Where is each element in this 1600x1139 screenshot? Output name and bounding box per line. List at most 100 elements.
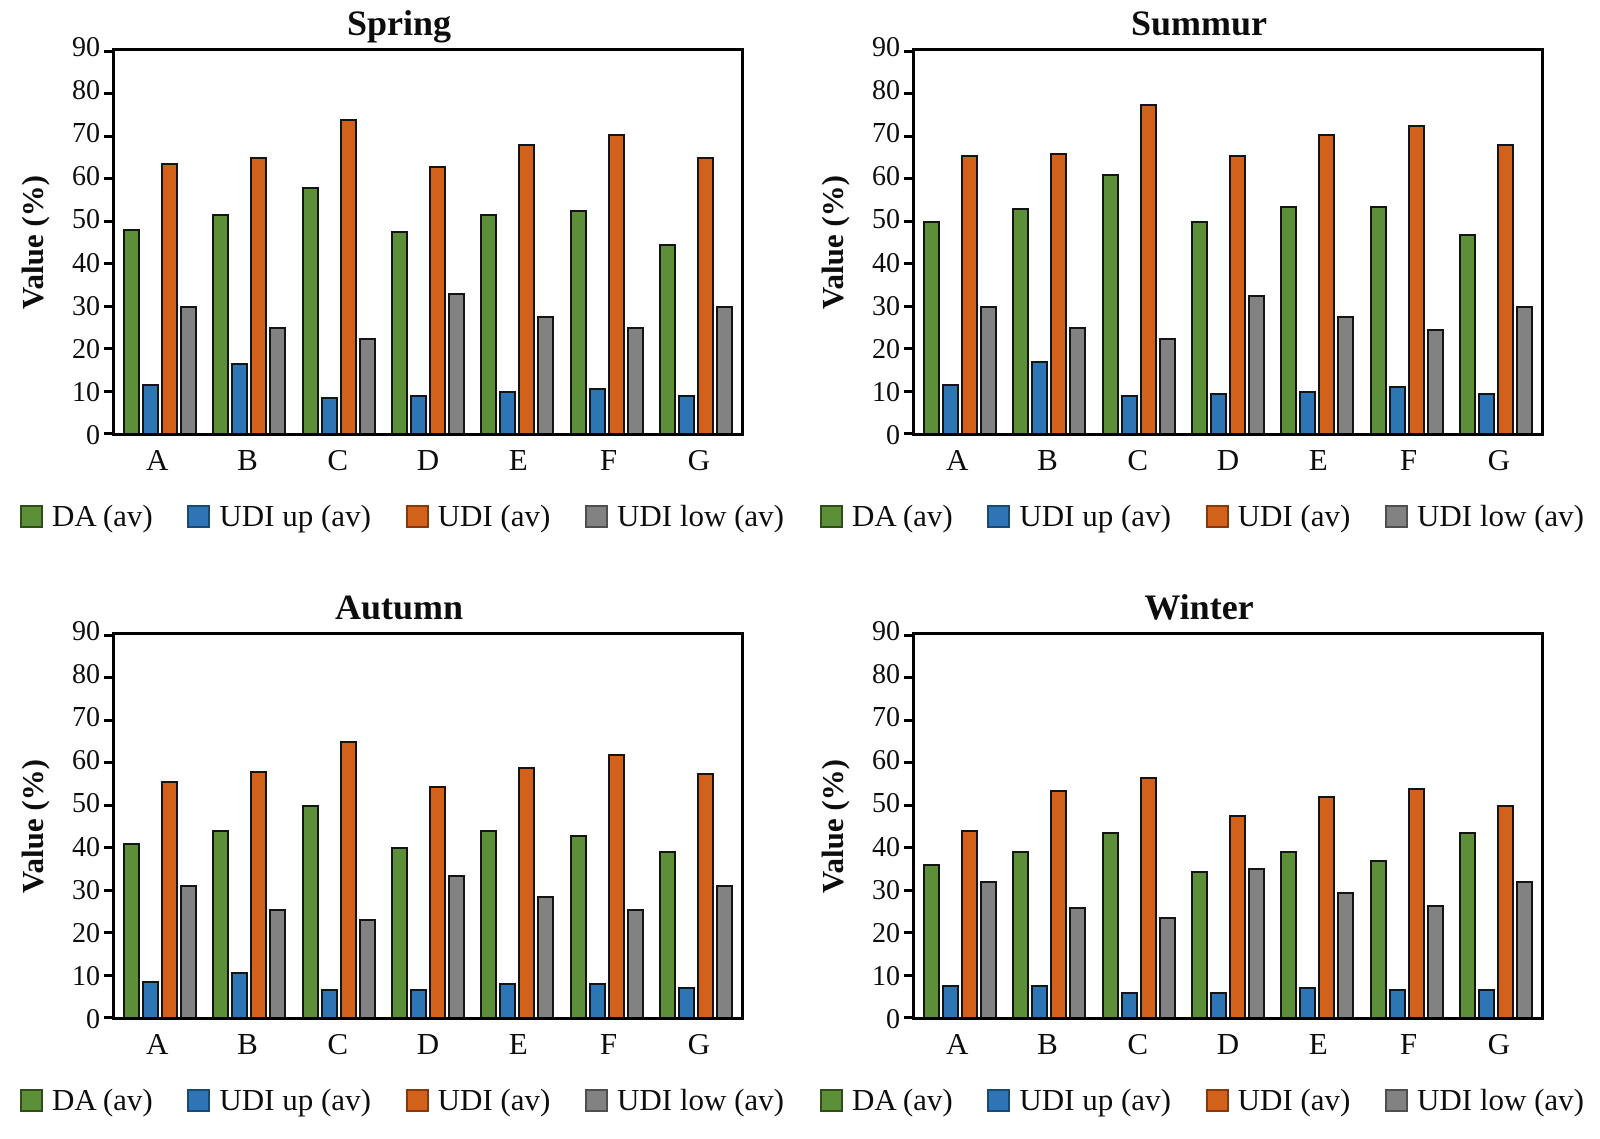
y-tick-mark — [104, 676, 115, 680]
legend-label: DA (av) — [852, 498, 953, 533]
bar-da-av-c — [301, 186, 319, 433]
legend-swatch-udi-low-av — [584, 504, 608, 528]
legend-swatch-udi-av — [405, 504, 429, 528]
legend-label: UDI up (av) — [1019, 498, 1171, 533]
y-tick-label: 20 — [872, 917, 900, 949]
y-tick-mark — [104, 347, 115, 351]
chart-title: Spring — [346, 3, 452, 43]
y-tick-label: 30 — [872, 874, 900, 906]
bar-group-f — [562, 635, 651, 1017]
bar-udi-up-av-c — [1120, 991, 1138, 1017]
y-tick-mark — [904, 634, 915, 637]
legend-item-da-av: DA (av) — [820, 1082, 953, 1118]
y-tick-mark — [904, 931, 915, 935]
x-label-e: E — [508, 442, 528, 477]
y-tick-label: 60 — [72, 745, 100, 777]
y-tick-label: 80 — [872, 75, 900, 107]
x-label-d: D — [1216, 1026, 1240, 1061]
legend-item-udi-av: UDI (av) — [405, 498, 551, 534]
bar-udi-av-g — [697, 157, 715, 433]
bar-group-e — [473, 635, 562, 1017]
bar-group-f — [1362, 635, 1451, 1017]
y-tick-mark — [904, 134, 915, 138]
x-label-e: E — [508, 1026, 528, 1061]
bar-group-e — [473, 51, 562, 433]
bar-group-d — [1183, 51, 1272, 433]
y-tick-label: 30 — [872, 290, 900, 322]
bar-udi-av-b — [1050, 789, 1068, 1017]
y-axis-ticks: 0 10 20 30 40 50 60 70 80 90 — [856, 618, 912, 1034]
bar-group-a — [115, 635, 204, 1017]
y-tick-label: 50 — [72, 204, 100, 236]
bar-udi-av-b — [250, 770, 268, 1017]
bar-udi-low-av-b — [1069, 326, 1087, 433]
x-label-d: D — [416, 1026, 440, 1061]
bar-da-av-b — [212, 214, 230, 433]
legend-item-udi-up-av: UDI up (av) — [187, 498, 371, 534]
bar-da-av-d — [1190, 220, 1208, 433]
bar-udi-low-av-g — [716, 885, 734, 1017]
y-axis-label-column: Value (%) — [810, 632, 856, 1020]
legend-item-da-av: DA (av) — [20, 1082, 153, 1118]
bar-group-b — [1004, 51, 1093, 433]
y-tick-label: 30 — [72, 874, 100, 906]
legend-item-udi-up-av: UDI up (av) — [987, 1082, 1171, 1118]
bar-group-e — [1273, 51, 1362, 433]
y-tick-label: 80 — [72, 659, 100, 691]
bar-udi-up-av-f — [588, 388, 606, 433]
legend-swatch-da-av — [20, 1088, 43, 1112]
bar-udi-up-av-b — [231, 972, 249, 1017]
bar-udi-av-d — [1228, 155, 1246, 433]
bar-group-c — [1094, 635, 1183, 1017]
x-label-g: G — [687, 1026, 711, 1061]
bar-da-av-d — [1190, 870, 1208, 1017]
bar-udi-low-av-b — [269, 326, 287, 433]
plot-area — [104, 48, 744, 436]
bar-group-a — [915, 635, 1004, 1017]
y-tick-mark — [104, 262, 115, 266]
bar-udi-low-av-b — [1069, 906, 1087, 1017]
legend-label: UDI (av) — [437, 498, 551, 533]
bar-da-av-f — [1369, 205, 1387, 433]
x-label-b: B — [237, 442, 258, 477]
chart-winter: Winter Value (%) 0 10 20 30 40 50 60 70 80 90 A B C… — [800, 570, 1600, 1139]
y-tick-mark — [904, 718, 915, 722]
legend-item-udi-up-av: UDI up (av) — [187, 1082, 371, 1118]
bar-udi-low-av-g — [1516, 305, 1534, 433]
bar-da-av-a — [122, 229, 140, 433]
bar-udi-av-c — [1139, 104, 1157, 433]
x-label-d: D — [1216, 442, 1240, 477]
y-tick-label: 80 — [72, 75, 100, 107]
y-tick-mark — [904, 92, 915, 96]
bar-udi-av-a — [960, 830, 978, 1017]
y-tick-mark — [104, 304, 115, 308]
legend-item-da-av: DA (av) — [20, 498, 153, 534]
bar-group-d — [383, 51, 472, 433]
legend-swatch-udi-av — [1205, 504, 1229, 528]
y-tick-label: 20 — [72, 333, 100, 365]
bar-udi-av-f — [607, 133, 625, 433]
y-tick-label: 90 — [72, 616, 100, 647]
legend-label: DA (av) — [52, 1082, 153, 1117]
y-tick-label: 60 — [872, 745, 900, 777]
bar-udi-low-av-g — [716, 305, 734, 433]
bar-udi-av-e — [518, 144, 536, 433]
legend-item-udi-av: UDI (av) — [1205, 1082, 1350, 1118]
x-label-c: C — [1127, 1026, 1149, 1061]
bar-udi-av-e — [1318, 133, 1336, 433]
bar-udi-low-av-f — [626, 326, 644, 433]
y-tick-label: 80 — [872, 659, 900, 691]
y-tick-label: 70 — [872, 702, 900, 734]
x-label-e: E — [1308, 442, 1328, 477]
y-tick-mark — [904, 50, 915, 53]
y-tick-mark — [104, 888, 115, 892]
bar-da-av-a — [122, 842, 140, 1017]
legend-swatch-udi-low-av — [584, 1088, 608, 1112]
bar-udi-up-av-a — [141, 384, 159, 433]
x-label-a: A — [945, 1026, 969, 1061]
y-tick-label: 10 — [872, 960, 900, 992]
y-tick-mark — [904, 304, 915, 308]
y-axis-ticks: 0 10 20 30 40 50 60 70 80 90 — [856, 34, 912, 450]
x-axis-labels: A B C D E F G — [912, 436, 1544, 484]
x-label-a: A — [145, 442, 169, 477]
